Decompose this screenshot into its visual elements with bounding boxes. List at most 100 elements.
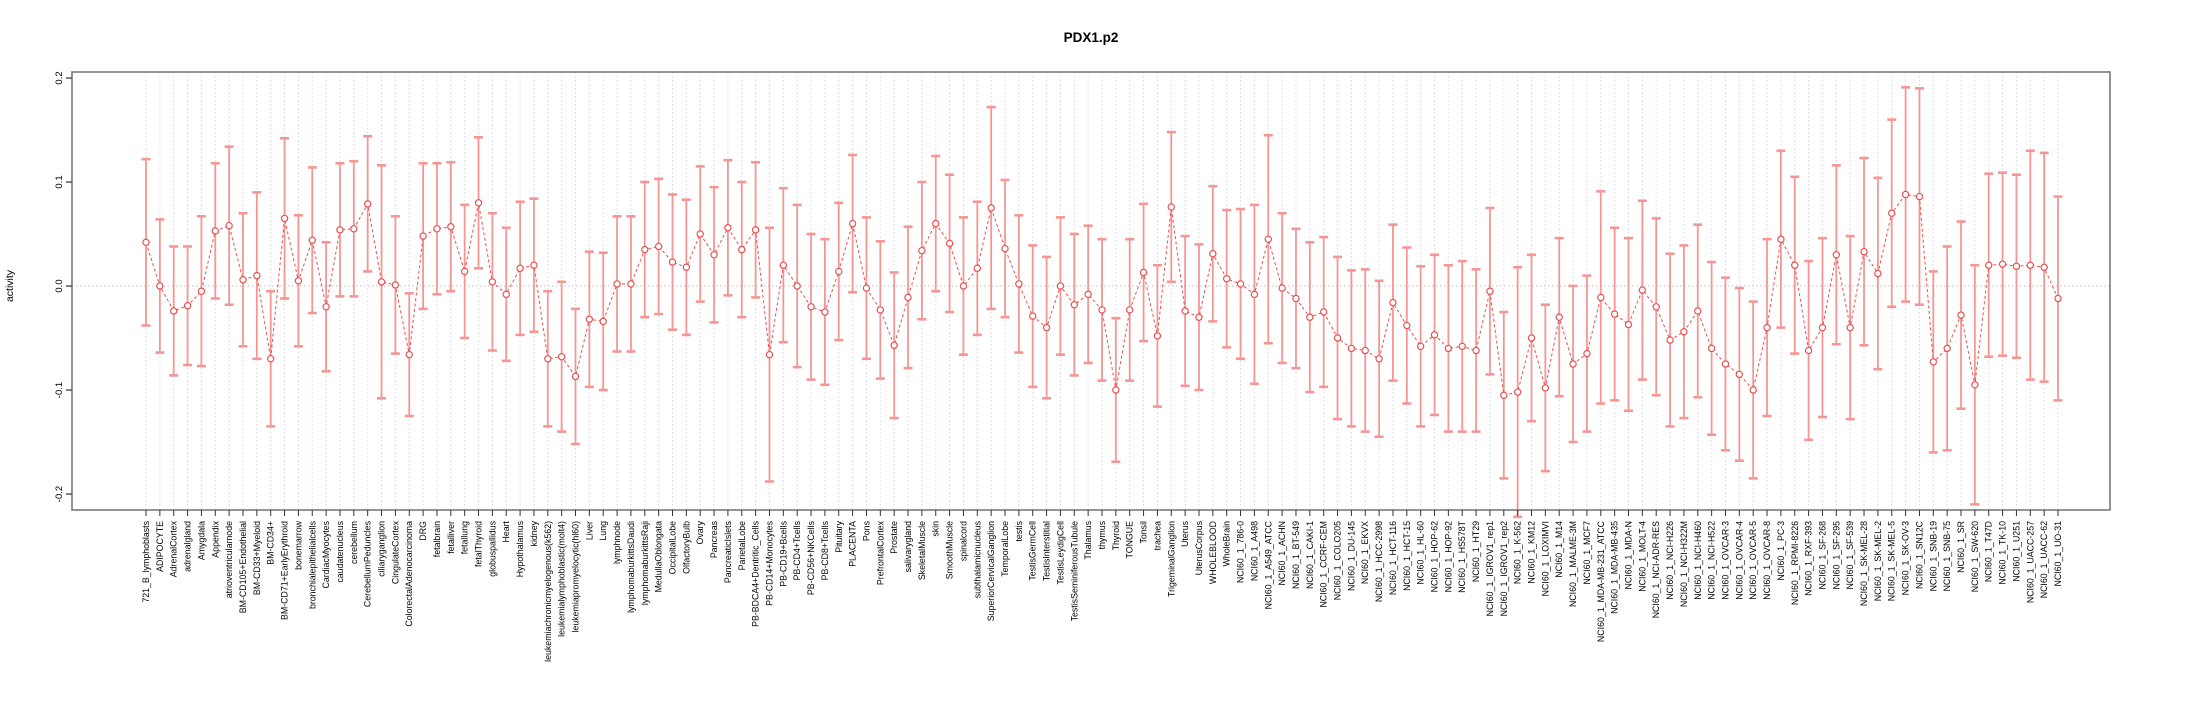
data-point — [239, 276, 247, 284]
data-point — [1735, 370, 1744, 379]
data-point — [641, 245, 649, 254]
data-point — [557, 353, 566, 361]
x-tick-label: bronchialepithelialcells — [307, 520, 317, 609]
data-point — [1943, 344, 1951, 353]
x-tick-label: fetalThyroid — [474, 521, 484, 567]
data-point — [835, 267, 843, 276]
data-point — [1056, 282, 1065, 290]
x-tick-label: NCI60_1_KM12 — [1527, 521, 1537, 584]
x-tick-label: OlfactoryBulb — [681, 521, 691, 574]
x-tick-label: NCI60_1_SNB-19 — [1928, 521, 1938, 592]
data-point — [904, 293, 912, 302]
data-point — [1749, 386, 1757, 394]
data-point — [2026, 261, 2034, 269]
x-tick-label: TemporalLobe — [1000, 521, 1010, 577]
data-point — [1818, 323, 1827, 332]
x-tick-label: caudatenucleus — [335, 520, 345, 582]
data-point — [751, 226, 760, 234]
x-tick-label: Tonsil — [1139, 521, 1149, 544]
x-tick-label: NCI60_1_A549_ATCC — [1263, 520, 1273, 609]
data-point — [793, 282, 801, 290]
x-tick-label: fetalliver — [446, 521, 456, 554]
x-tick-label: cerebellum — [349, 521, 359, 564]
data-point — [987, 204, 995, 212]
x-tick-label: testis — [1014, 520, 1024, 541]
data-point — [765, 350, 774, 359]
data-point — [1333, 334, 1342, 342]
data-point — [391, 281, 400, 289]
x-tick-label: NCI60_1_NCI-ADR-RES — [1651, 521, 1661, 618]
data-point — [544, 355, 552, 363]
data-point — [1042, 323, 1051, 332]
data-point — [2040, 263, 2048, 271]
x-tick-label: NCI60_1_RXF-393 — [1804, 521, 1814, 596]
x-tick-label: NCI60_1_NCI-H460 — [1693, 521, 1703, 600]
data-point — [433, 225, 441, 233]
x-tick-label: NCI60_1_SW-620 — [1970, 521, 1980, 592]
x-tick-label: NCI60_1_OVCAR-5 — [1748, 521, 1758, 600]
x-tick-label: NCI60_1_SK-MEL-5 — [1887, 521, 1897, 601]
data-point — [1029, 312, 1037, 320]
x-tick-label: lymphnode — [612, 521, 622, 564]
x-tick-label: trachea — [1152, 521, 1162, 550]
data-point — [1901, 190, 1910, 199]
data-point — [1652, 303, 1660, 311]
data-point — [1583, 349, 1591, 358]
x-tick-label: NCI60_1_IGROV1_rep1 — [1485, 521, 1495, 616]
data-point — [1707, 344, 1716, 353]
data-point — [280, 214, 289, 223]
x-tick-label: Lung — [598, 521, 608, 541]
x-tick-label: atrioventricularnode — [224, 521, 234, 598]
data-point — [405, 350, 413, 359]
data-point — [1763, 323, 1771, 332]
data-point — [918, 246, 926, 255]
x-tick-label: NCI60_1_LOXIMVI — [1540, 521, 1550, 596]
x-tick-label: Thyroid — [1111, 521, 1121, 550]
data-point — [516, 264, 524, 273]
data-point — [502, 290, 510, 299]
x-tick-label: NCI60_1_SR — [1956, 521, 1966, 573]
x-tick-label: NCI60_1_PC-3 — [1776, 521, 1786, 581]
x-tick-label: NCI60_1_BT-549 — [1291, 521, 1301, 589]
x-tick-label: NCI60_1_UACC-62 — [2039, 521, 2049, 598]
data-point — [876, 306, 885, 314]
x-tick-label: NCI60_1_NCI-H522 — [1707, 521, 1717, 600]
x-tick-label: UterusCorpus — [1194, 520, 1204, 575]
x-tick-label: AdrenalCortex — [169, 520, 179, 577]
data-point — [447, 223, 455, 231]
x-tick-label: Appendix — [210, 520, 220, 557]
x-tick-label: Thalamus — [1083, 520, 1093, 559]
data-point — [1181, 307, 1189, 315]
x-tick-label: NCI60_1_UACC-257 — [2025, 521, 2035, 603]
x-tick-label: OccipitalLobe — [667, 521, 677, 574]
y-tick-label: -0.1 — [54, 382, 65, 398]
data-point — [682, 263, 691, 271]
data-point — [1444, 344, 1453, 353]
data-point — [294, 277, 303, 285]
x-tick-label: NCI60_1_A498 — [1249, 521, 1259, 581]
data-point — [1486, 287, 1494, 295]
data-point — [779, 261, 788, 269]
data-point — [710, 251, 718, 259]
data-point — [1319, 308, 1328, 316]
x-tick-label: TestisInterstitial — [1042, 521, 1052, 581]
x-tick-label: subthalamicnucleus — [972, 520, 982, 598]
data-point — [1998, 260, 2007, 268]
x-tick-label: NCI60_1_CCRF-CEM — [1319, 521, 1329, 608]
x-tick-label: NCI60_1_SNB-75 — [1942, 521, 1952, 592]
data-point — [1472, 346, 1480, 355]
data-point — [419, 232, 427, 240]
x-tick-label: NCI60_1_IGROV1_rep2 — [1499, 521, 1509, 616]
data-point — [1666, 336, 1674, 344]
x-tick-label: BM-CD34+ — [266, 521, 276, 565]
data-point — [1791, 261, 1799, 269]
x-tick-label: NCI60_1_SF-539 — [1845, 521, 1855, 590]
x-tick-label: NCI60_1_RPMI-8226 — [1790, 521, 1800, 605]
x-tick-label: NCI60_1_MDA-MB-435 — [1610, 521, 1620, 614]
data-point — [1597, 293, 1605, 302]
x-tick-label: NCI60_1_TK-10 — [1998, 521, 2008, 585]
data-point — [1694, 307, 1702, 315]
x-tick-label: WholeBrain — [1222, 521, 1232, 567]
x-tick-label: NCI60_1_MALME-3M — [1568, 521, 1578, 607]
x-tick-label: WHOLEBLOOD — [1208, 521, 1218, 584]
